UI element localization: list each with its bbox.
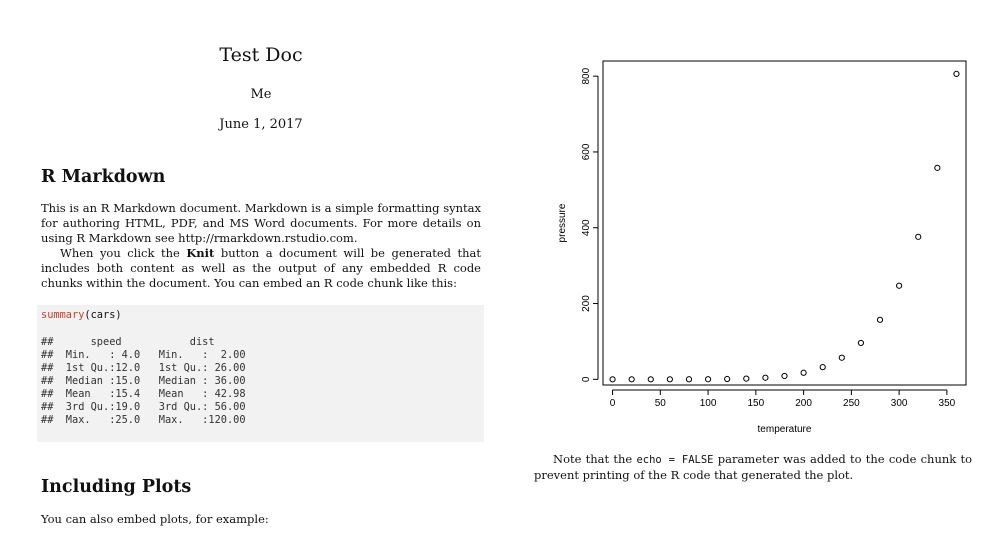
code-output-line: ## Median :15.0 Median : 36.00 xyxy=(41,375,258,387)
x-tick-label: 100 xyxy=(700,398,717,409)
paragraph-knit-start: When you click the xyxy=(60,246,187,260)
data-point xyxy=(609,376,616,383)
note-paragraph: Note that the echo = FALSE parameter was… xyxy=(534,452,972,483)
paragraph-plots: You can also embed plots, for example: xyxy=(41,512,269,526)
x-tick-label: 0 xyxy=(610,398,616,409)
plot-frame xyxy=(602,60,967,386)
data-point xyxy=(724,375,731,383)
code-output-line: ## speed dist xyxy=(41,336,258,348)
x-tick-label: 350 xyxy=(939,398,956,409)
x-tick-label: 150 xyxy=(747,398,764,409)
x-tick-label: 250 xyxy=(843,398,860,409)
code-output-line: ## 1st Qu.:12.0 1st Qu.: 26.00 xyxy=(41,362,258,374)
paragraph-intro: This is an R Markdown document. Markdown… xyxy=(41,201,481,291)
data-point xyxy=(838,354,845,361)
data-point xyxy=(685,376,693,383)
x-tick-label: 50 xyxy=(655,398,667,409)
code-output-line: ## Min. : 4.0 Min. : 2.00 xyxy=(41,349,258,361)
paragraph-intro-text: This is an R Markdown document. Markdown… xyxy=(41,201,481,245)
data-point xyxy=(953,70,960,77)
y-tick-label: 800 xyxy=(581,67,592,84)
data-point xyxy=(896,282,903,289)
code-input-line: summary(cars) xyxy=(41,309,122,322)
code-output-line: ## 3rd Qu.:19.0 3rd Qu.: 56.00 xyxy=(41,401,258,413)
data-point xyxy=(876,316,884,323)
data-point xyxy=(628,376,635,383)
y-axis-label: pressure xyxy=(557,203,568,242)
note-text-start: Note that the xyxy=(553,452,637,466)
x-tick-label: 300 xyxy=(891,398,908,409)
data-point xyxy=(934,164,941,171)
data-point xyxy=(647,376,654,383)
data-point xyxy=(762,374,769,381)
document-title: Test Doc xyxy=(219,44,303,66)
code-function-name: summary xyxy=(41,309,85,321)
data-point xyxy=(704,376,712,383)
x-axis-label: temperature xyxy=(758,424,812,435)
code-output-line: ## Max. :25.0 Max. :120.00 xyxy=(41,414,258,426)
x-tick-label: 200 xyxy=(795,398,812,409)
y-tick-label: 600 xyxy=(581,143,592,160)
data-point xyxy=(743,375,750,382)
y-tick-label: 200 xyxy=(581,295,592,312)
y-tick-label: 400 xyxy=(581,219,592,236)
paragraph-knit-end: button a document will be generated that… xyxy=(41,246,481,290)
note-text-end: parameter was added to the code chunk to… xyxy=(534,452,973,482)
data-point xyxy=(666,376,673,383)
document-date: June 1, 2017 xyxy=(219,117,303,132)
data-point xyxy=(781,372,788,380)
code-chunk: summary(cars) ## speed dist ## Min. : 4.… xyxy=(37,305,484,442)
section-heading-r-markdown: R Markdown xyxy=(41,167,166,187)
data-point xyxy=(819,364,826,371)
knit-bold-word: Knit xyxy=(186,246,215,260)
y-tick-label: 0 xyxy=(581,376,592,382)
data-point xyxy=(800,369,807,376)
section-heading-including-plots: Including Plots xyxy=(41,477,192,497)
code-function-args: (cars) xyxy=(84,309,122,321)
code-output-line: ## Mean :15.4 Mean : 42.98 xyxy=(41,388,258,400)
data-point xyxy=(915,233,922,240)
note-code-echo: echo = FALSE xyxy=(636,454,714,466)
data-point xyxy=(857,339,865,347)
document-author: Me xyxy=(250,87,272,102)
